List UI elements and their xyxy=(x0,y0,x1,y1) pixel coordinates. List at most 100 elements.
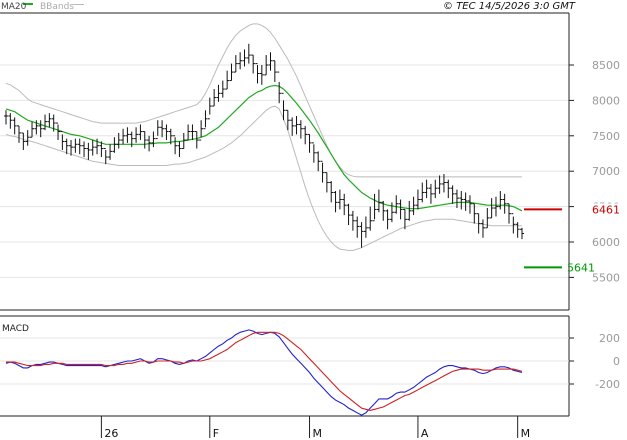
ma20-line xyxy=(5,84,523,212)
ohlc-bar xyxy=(160,120,165,138)
ohlc-bar xyxy=(108,144,113,160)
price-tick-label-7000: 7000 xyxy=(592,165,620,178)
ohlc-bar xyxy=(246,43,251,64)
ohlc-bar xyxy=(493,196,498,217)
ohlc-bar xyxy=(38,120,43,138)
ohlc-bar xyxy=(30,121,35,138)
ohlc-bar xyxy=(363,216,368,238)
ohlc-bar xyxy=(290,117,295,136)
x-tick-label-M: M xyxy=(521,427,531,440)
macd-tick-label--200: -200 xyxy=(595,378,620,391)
ohlc-bar xyxy=(73,138,78,153)
ohlc-bar xyxy=(355,216,360,238)
ohlc-bar xyxy=(467,195,472,214)
ohlc-bar xyxy=(56,122,61,141)
ohlc-bar xyxy=(307,133,312,153)
macd-panel: MACD 200 0 -200 xyxy=(0,315,620,417)
ohlc-bar xyxy=(69,140,74,156)
ohlc-bar xyxy=(99,141,104,158)
price-tick-label-5500: 5500 xyxy=(592,271,620,284)
ohlc-bar xyxy=(8,113,13,129)
ohlc-bar xyxy=(155,120,160,140)
ohlc-bar xyxy=(34,120,39,135)
ohlc-bar xyxy=(268,52,273,71)
ohlc-bar xyxy=(255,63,260,84)
ohlc-bar xyxy=(64,138,69,155)
ohlc-bar xyxy=(515,222,520,238)
bbands-legend-swatch xyxy=(72,4,84,5)
ohlc-bar xyxy=(329,181,334,203)
ohlc-bar xyxy=(212,89,217,107)
macd-gridlines xyxy=(0,337,569,385)
ohlc-bar xyxy=(316,151,321,172)
ohlc-bar xyxy=(433,179,438,199)
ma20-legend-label: MA20 xyxy=(1,2,27,12)
ohlc-bar xyxy=(103,148,108,165)
ohlc-bar xyxy=(229,63,234,82)
price-tick-label-7500: 7500 xyxy=(592,130,620,143)
bollinger-bands xyxy=(5,23,522,251)
ohlc-bars xyxy=(4,43,524,248)
ohlc-bar xyxy=(277,71,282,104)
ohlc-bar xyxy=(294,115,299,135)
ohlc-bar xyxy=(350,210,355,231)
ohlc-bar xyxy=(203,110,208,130)
ohlc-bar xyxy=(298,120,303,139)
ohlc-bar xyxy=(134,127,139,143)
ohlc-bar xyxy=(199,120,204,141)
price-tick-label-8000: 8000 xyxy=(592,94,620,107)
price-tick-label-8500: 8500 xyxy=(592,59,620,72)
ohlc-bar xyxy=(324,172,329,193)
ohlc-bar xyxy=(402,208,407,230)
x-tick-label-26: 26 xyxy=(104,427,118,440)
ohlc-bar xyxy=(502,193,507,214)
macd-tick-label-0: 0 xyxy=(613,355,620,368)
x-tick-label-F: F xyxy=(213,427,219,440)
ohlc-bar xyxy=(77,138,82,155)
ohlc-bar xyxy=(121,128,126,145)
ohlc-bar xyxy=(372,193,377,222)
ohlc-bar xyxy=(463,192,468,211)
ohlc-bar xyxy=(264,55,269,76)
ohlc-bar xyxy=(95,138,100,155)
ohlc-bar xyxy=(251,54,256,74)
ohlc-bar xyxy=(381,200,386,221)
ohlc-bar xyxy=(177,141,182,158)
ohlc-bar xyxy=(21,132,26,150)
ohlc-bar xyxy=(43,114,48,131)
ohlc-bar xyxy=(147,135,152,152)
macd-title: MACD xyxy=(2,324,29,334)
ma20-series-line xyxy=(5,84,523,212)
ohlc-bar xyxy=(407,200,412,221)
ohlc-bar xyxy=(238,52,243,70)
ohlc-bar xyxy=(142,131,147,149)
ohlc-bar xyxy=(216,84,221,102)
ohlc-bar xyxy=(90,140,95,156)
ohlc-bar xyxy=(116,132,121,149)
ohlc-bar xyxy=(385,209,390,230)
macd-series-macd xyxy=(5,329,523,416)
macd-lines xyxy=(5,329,523,416)
ohlc-bar xyxy=(181,132,186,150)
ohlc-bar xyxy=(281,92,286,121)
ma20-legend-swatch xyxy=(23,3,33,5)
ohlc-bar xyxy=(112,137,117,153)
ohlc-bar xyxy=(450,185,455,204)
ohlc-bar xyxy=(225,70,230,90)
ohlc-bar xyxy=(86,142,91,160)
ohlc-bar xyxy=(506,203,511,224)
ohlc-bar xyxy=(233,55,238,73)
ohlc-bar xyxy=(17,125,22,143)
ohlc-bar xyxy=(389,202,394,223)
ohlc-bar xyxy=(394,195,399,214)
ohlc-bar xyxy=(4,110,8,125)
ohlc-bar xyxy=(342,193,347,216)
macd-y-ticks: 200 0 -200 xyxy=(569,332,620,391)
price-levels: 6461 5641 xyxy=(524,203,622,274)
ohlc-bar xyxy=(320,160,325,183)
ohlc-bar xyxy=(220,80,225,98)
ohlc-bar xyxy=(337,189,342,210)
level-label-bg-6461 xyxy=(589,203,622,216)
ohlc-bar xyxy=(446,179,451,199)
